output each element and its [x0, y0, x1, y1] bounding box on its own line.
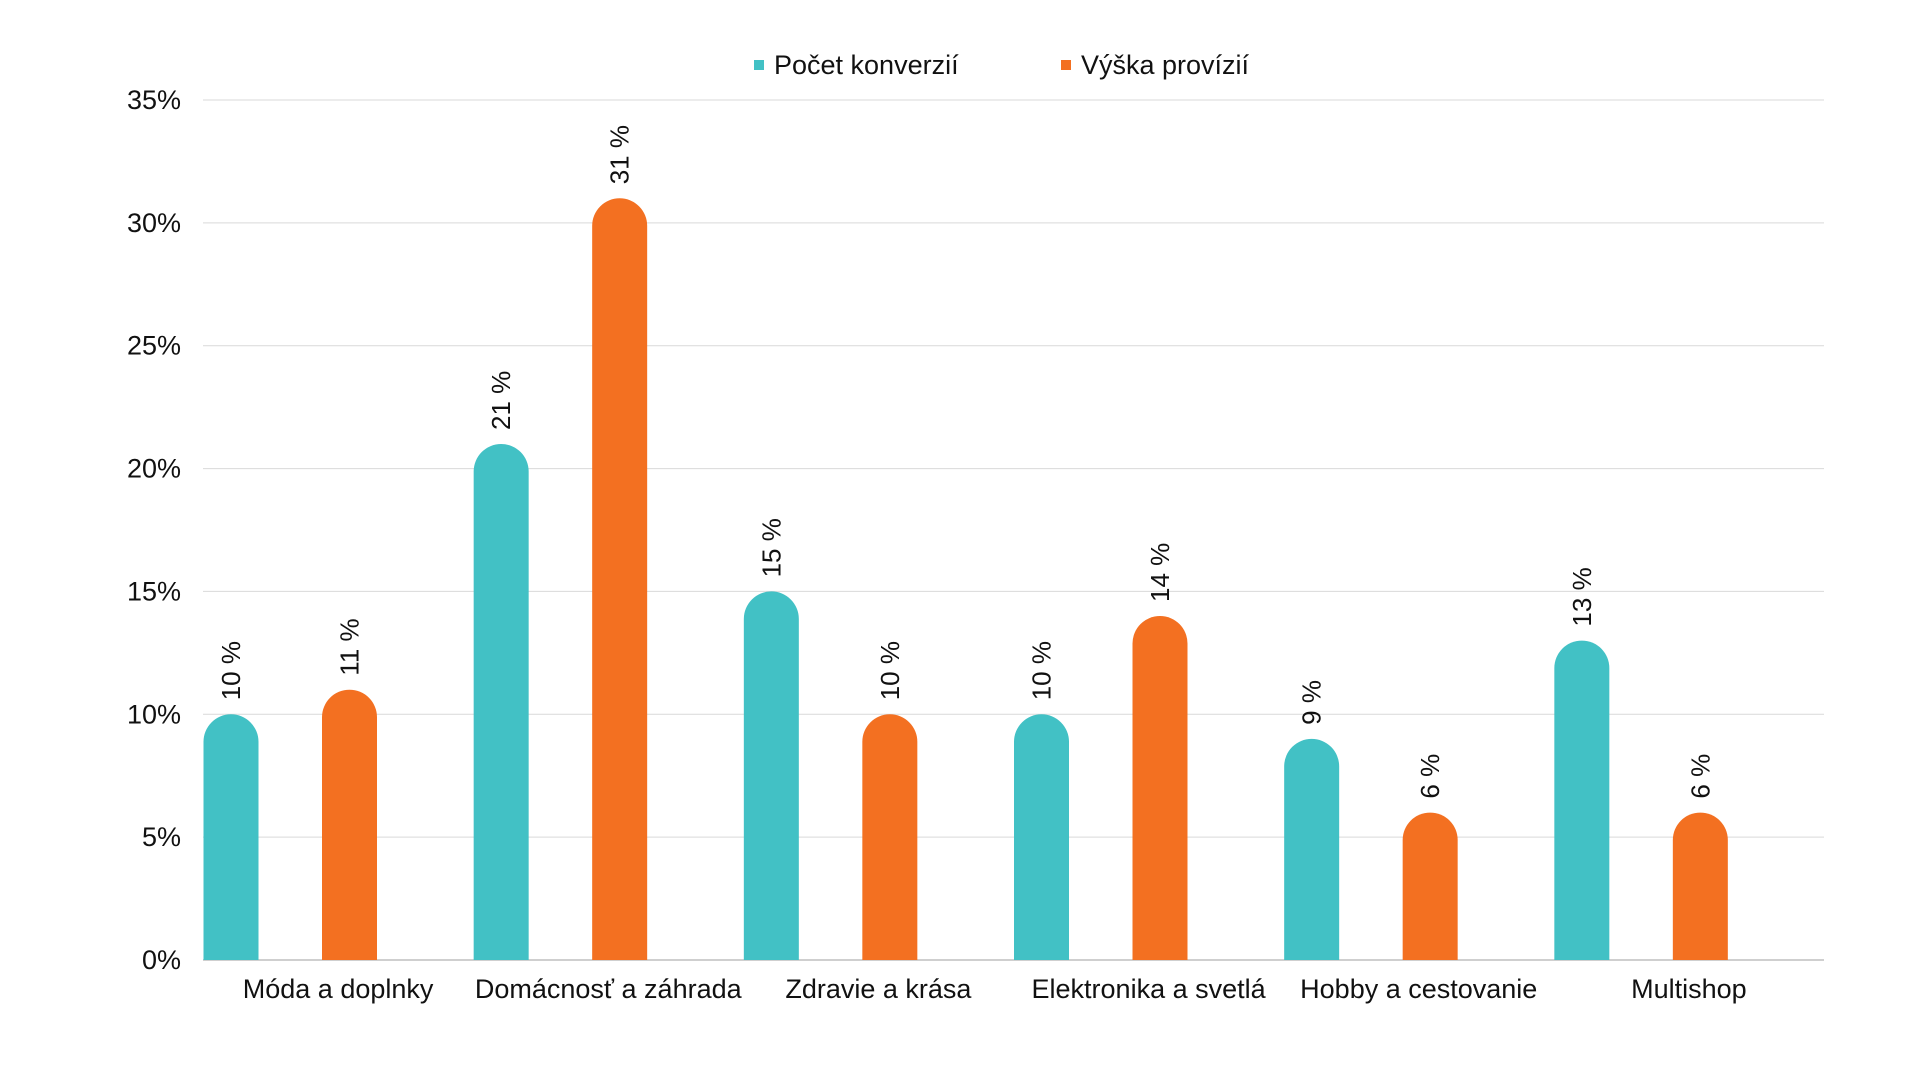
- data-label: 31 %: [605, 125, 635, 184]
- y-tick-label: 20%: [127, 454, 181, 484]
- bar-conversions: [1554, 640, 1610, 960]
- data-label: 14 %: [1145, 543, 1175, 602]
- data-label: 9 %: [1297, 680, 1327, 725]
- bar-commissions: [862, 714, 918, 960]
- bar-conversions: [473, 444, 529, 960]
- bar-conversions: [743, 591, 799, 960]
- x-tick-label: Hobby a cestovanie: [1300, 974, 1537, 1004]
- data-label: 6 %: [1685, 754, 1715, 799]
- data-label: 11 %: [335, 618, 365, 675]
- legend-marker-icon: [754, 60, 764, 70]
- bar-conversions: [1014, 714, 1069, 960]
- bar-commissions: [1402, 812, 1458, 960]
- data-label: 10 %: [1027, 641, 1057, 700]
- bar-commissions: [1132, 616, 1188, 960]
- data-label: 6 %: [1415, 754, 1445, 799]
- y-tick-label: 35%: [127, 85, 181, 115]
- legend-marker-icon: [1061, 60, 1071, 70]
- x-tick-label: Domácnosť a záhrada: [475, 974, 743, 1004]
- data-label: 13 %: [1567, 567, 1597, 626]
- y-tick-label: 25%: [127, 331, 181, 361]
- y-tick-label: 30%: [127, 208, 181, 238]
- y-tick-label: 5%: [142, 822, 181, 852]
- data-label: 10 %: [216, 641, 246, 700]
- bar-commissions: [322, 689, 377, 960]
- bar-conversions: [203, 714, 259, 960]
- x-tick-label: Zdravie a krása: [785, 974, 972, 1004]
- bar-conversions: [1284, 738, 1340, 960]
- data-label: 10 %: [875, 641, 905, 700]
- bar-commissions: [1672, 812, 1728, 960]
- x-tick-label: Elektronika a svetlá: [1032, 974, 1267, 1004]
- data-label: 15 %: [756, 518, 786, 577]
- y-tick-label: 10%: [127, 699, 181, 729]
- legend-label: Počet konverzií: [774, 50, 959, 80]
- y-tick-label: 0%: [142, 945, 181, 975]
- bar-commissions: [592, 198, 648, 960]
- x-tick-label: Móda a doplnky: [243, 974, 434, 1004]
- x-tick-label: Multishop: [1631, 974, 1747, 1004]
- data-label: 21 %: [486, 371, 516, 430]
- legend-label: Výška provízií: [1081, 50, 1250, 80]
- y-tick-label: 15%: [127, 576, 181, 606]
